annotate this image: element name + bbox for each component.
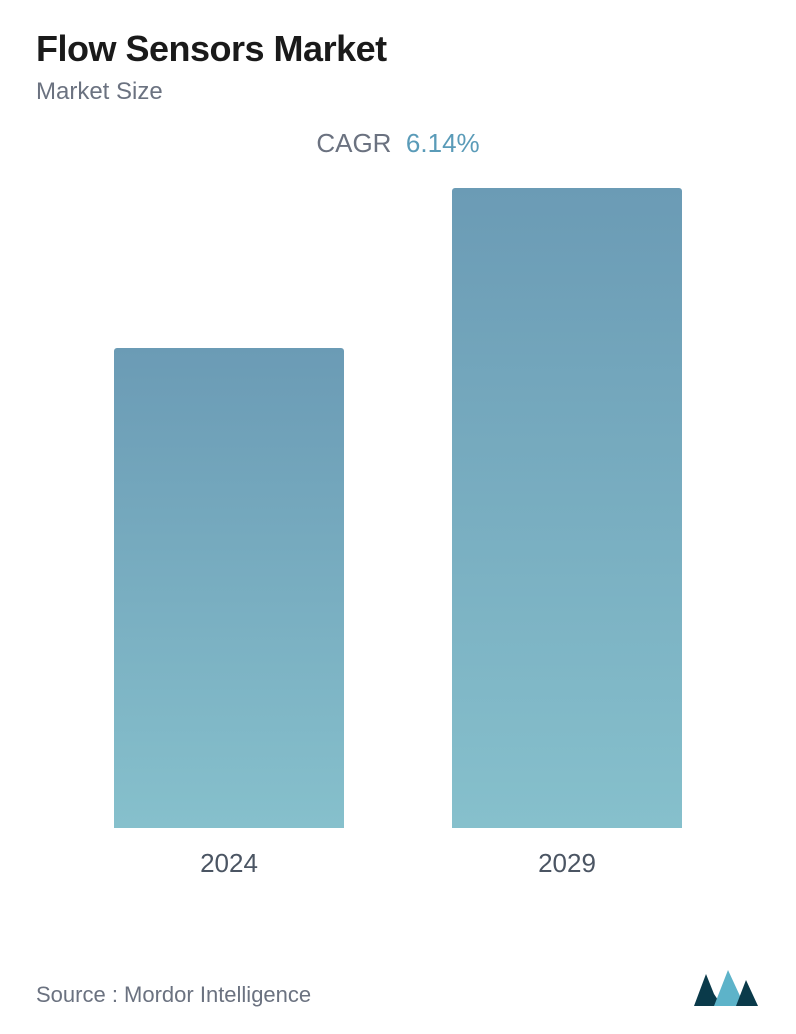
source-label: Source : Mordor Intelligence	[36, 982, 311, 1008]
mordor-logo-icon	[692, 966, 760, 1008]
cagr-value: 6.14%	[406, 128, 480, 158]
page-subtitle: Market Size	[36, 78, 760, 106]
bar-group-2024: 2024	[114, 348, 344, 879]
bar-label-2029: 2029	[538, 848, 596, 879]
cagr-row: CAGR 6.14%	[36, 128, 760, 159]
bar-2029	[452, 188, 682, 828]
page-title: Flow Sensors Market	[36, 28, 760, 70]
bar-label-2024: 2024	[200, 848, 258, 879]
bar-chart: 2024 2029	[36, 199, 760, 879]
bar-group-2029: 2029	[452, 188, 682, 879]
footer: Source : Mordor Intelligence	[36, 966, 760, 1008]
cagr-label: CAGR	[316, 128, 391, 158]
bar-2024	[114, 348, 344, 828]
